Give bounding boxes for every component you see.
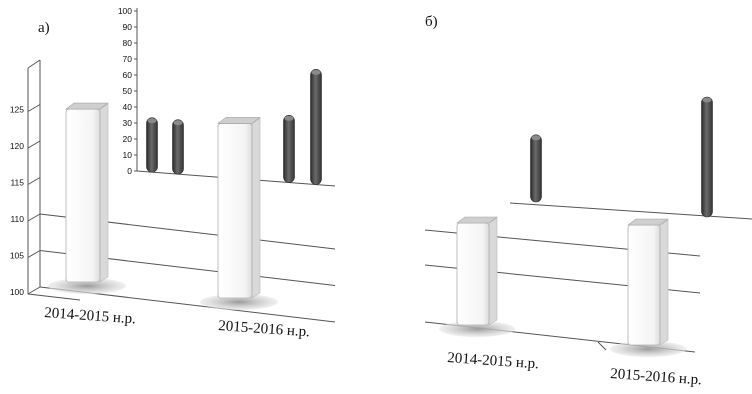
panel-b-category-2: 2015-2016 н.р.: [610, 366, 703, 388]
panel-a-category-2: 2015-2016 н.р.: [218, 318, 311, 340]
panel-a-bar-face: [217, 123, 253, 299]
panel-a-inset-bars: [146, 69, 322, 185]
panel-a-y-tick-label: 115: [10, 178, 24, 188]
panel-b-label: б): [425, 14, 438, 30]
panel-b-category-1: 2014-2015 н.р.: [447, 350, 540, 372]
panel-a-y-ticks: 100 105 110 115 120 125: [10, 105, 24, 298]
panel-a-bar: [48, 102, 126, 294]
panel-b-dark-bar: [701, 96, 713, 218]
panel-a-depth-line: [27, 213, 41, 222]
panel-a-y-tick-label: 110: [10, 214, 24, 224]
panel-a-inset-bar: [146, 117, 158, 173]
panel-a-depth-line: [27, 140, 41, 149]
panel-a-y-tick-label: 105: [10, 251, 24, 261]
panel-a-inset-y-tick-label: 0: [127, 166, 132, 176]
panel-a-inset-bar-cap: [147, 118, 157, 124]
panel-a-label: а): [38, 20, 50, 36]
panel-a-bar-side: [99, 103, 109, 283]
panel-a-inset-y-tick-label: 100: [118, 6, 132, 16]
panel-b-white-bar-side: [488, 217, 498, 326]
panel-b-white-bar-shadow: [439, 321, 515, 337]
panel-a-y-tick-label: 100: [10, 287, 24, 297]
panel-a-bar-top: [65, 102, 109, 110]
panel-b-dark-bar-cap: [531, 135, 541, 141]
panel-a-depth-line: [27, 104, 41, 112]
panel-a-inset-y-tick-label: 70: [123, 54, 133, 64]
panel-a-inset-y-tick-label: 10: [123, 150, 133, 160]
panel-a-inset-bar-cylinder: [172, 119, 184, 175]
panel-a-bar-top: [217, 117, 261, 124]
panel-b-white-bar-side: [659, 219, 669, 346]
panel-a-depth-line: [27, 177, 41, 185]
panel-b-dark-bar-cylinder: [701, 96, 713, 218]
panel-a-inset-bar: [283, 115, 295, 183]
panel-b-white-bar-top: [627, 218, 669, 226]
panel-a-inset-y-tick-label: 20: [123, 134, 133, 144]
panel-a-inset-bar-cap: [173, 120, 183, 126]
panel-b-dark-bar-cap: [702, 97, 712, 103]
panel-b-white-bar-face: [627, 224, 661, 346]
panel-a-depth-line: [27, 250, 41, 258]
panel-b-white-bar-shadow: [610, 341, 686, 357]
panel-a-inset-bar: [310, 69, 322, 185]
panel-b-dark-bar: [530, 134, 542, 203]
panel-a-inset-bar: [172, 119, 184, 175]
panel-b-white-bar-top: [456, 216, 498, 224]
panel-b-white-bar: [439, 216, 515, 337]
panel-a-category-1: 2014-2015 н.р.: [44, 305, 137, 327]
panel-b-white-bar-face: [456, 222, 490, 326]
panel-a-inset-y-tick-label: 30: [123, 118, 133, 128]
panel-a-inset-y-tick-label: 60: [123, 70, 133, 80]
panel-a-inset-y-ticks: 0 10 20 30 40 50 60 70 80 90 100: [118, 6, 137, 176]
panel-a-inset-bar-cap: [284, 115, 294, 121]
panel-a-y-tick-label: 125: [10, 105, 24, 115]
panel-a-inset-y-tick-label: 40: [123, 102, 133, 112]
panel-b-white-bar: [610, 218, 686, 357]
panel-a-inset-y-tick-label: 90: [123, 22, 133, 32]
panel-a-y-tick-label: 120: [10, 141, 24, 151]
panel-b-bars: [439, 96, 713, 357]
panel-b-dark-bar-cylinder: [530, 134, 542, 203]
panel-a-inset-y-tick-label: 50: [123, 86, 133, 96]
panel-b: б) 2014-2015 н.р. 2015-2016 н.р.: [424, 14, 752, 388]
panel-a-bars: [48, 102, 278, 310]
panel-a-inset-bar-cap: [311, 69, 321, 75]
panel-a-bar: [200, 117, 278, 310]
panel-a-bar-face: [65, 108, 101, 283]
panel-a-inset-bar-cylinder: [146, 117, 158, 173]
panel-a: а) 100 105 110 115 120 125 0 10 20 30 40 50 60 70 80 9…: [10, 6, 336, 340]
panel-a-inset-bar-cylinder: [310, 69, 322, 185]
panel-a-bar-side: [251, 117, 261, 299]
panel-a-inset-bar-cylinder: [283, 115, 295, 183]
panel-a-inset-y-tick-label: 80: [123, 38, 133, 48]
